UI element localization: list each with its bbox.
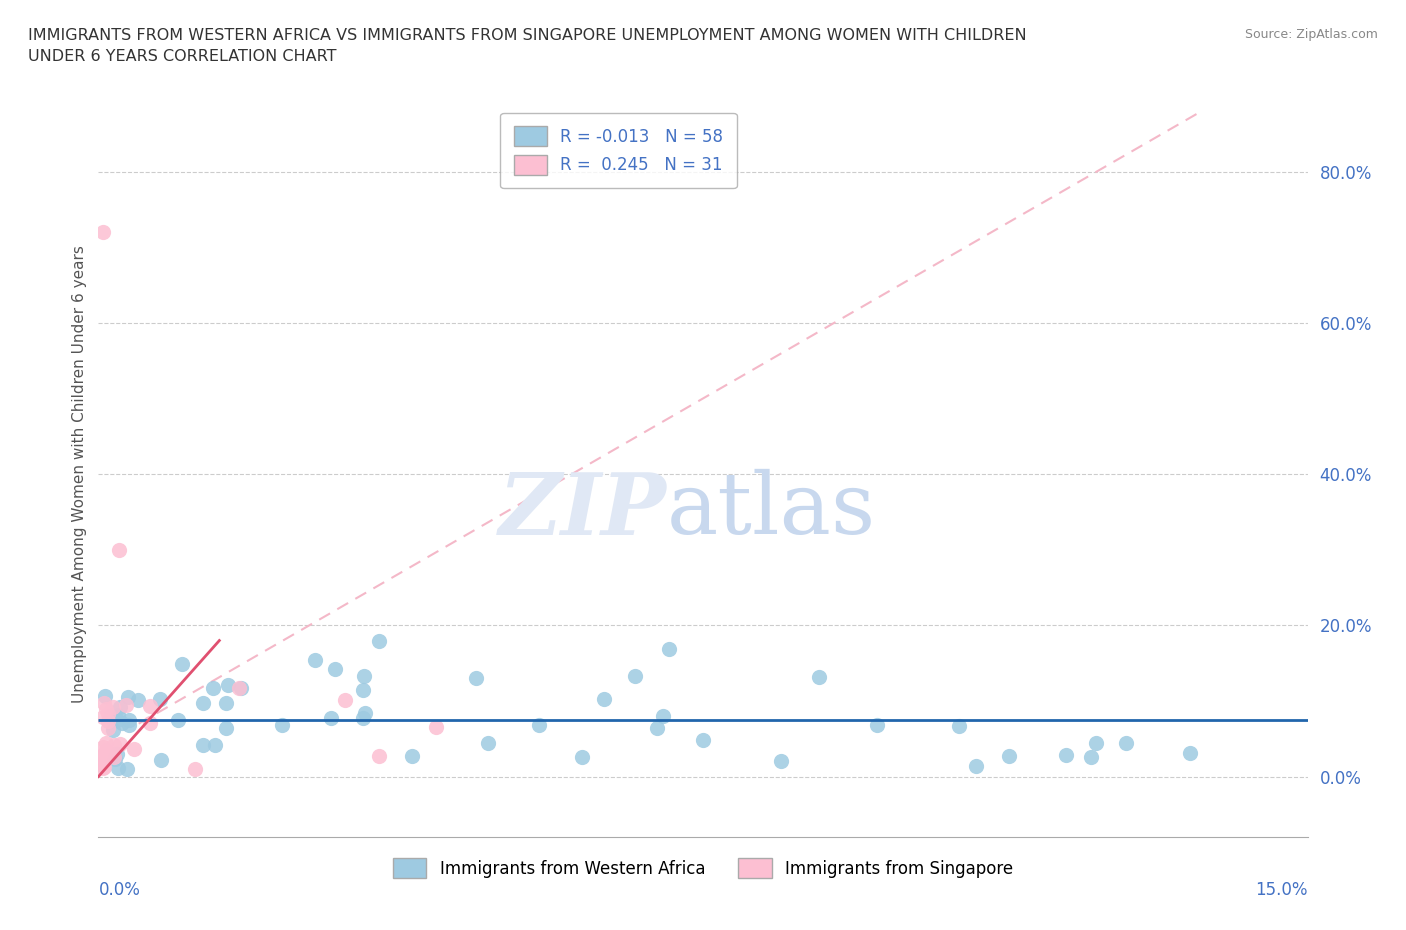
Point (107, 708, 129, 723)
Point (1084, 736, 1107, 751)
Point (108, 737, 131, 751)
Point (103, 750, 125, 764)
Point (191, 695, 214, 710)
Point (91, 740, 114, 755)
Point (93, 696, 115, 711)
Point (91, 710, 114, 724)
Point (101, 723, 124, 737)
Point (1054, 748, 1077, 763)
Point (624, 669, 647, 684)
Text: ZIP: ZIP (499, 469, 666, 552)
Point (271, 717, 294, 732)
Point (101, 699, 124, 714)
Point (111, 716, 134, 731)
Point (367, 749, 389, 764)
Point (100, 709, 122, 724)
Point (323, 662, 346, 677)
Point (149, 752, 172, 767)
Point (658, 641, 681, 656)
Point (138, 698, 160, 713)
Point (172, 657, 194, 671)
Point (401, 749, 423, 764)
Legend: Immigrants from Western Africa, Immigrants from Singapore: Immigrants from Western Africa, Immigran… (384, 850, 1022, 886)
Point (769, 753, 792, 768)
Point (149, 691, 172, 706)
Point (191, 737, 214, 752)
Point (352, 683, 374, 698)
Point (90, 749, 112, 764)
Point (93, 689, 115, 704)
Point (808, 669, 831, 684)
Point (201, 681, 224, 696)
Point (965, 759, 987, 774)
Point (104, 751, 127, 766)
Point (866, 717, 889, 732)
Point (90, 756, 112, 771)
Point (91, 225, 114, 240)
Point (94, 742, 117, 757)
Point (117, 712, 139, 727)
Point (215, 720, 238, 735)
Point (592, 692, 614, 707)
Point (91, 750, 114, 764)
Point (1115, 736, 1137, 751)
Point (652, 709, 675, 724)
Point (319, 711, 342, 725)
Text: IMMIGRANTS FROM WESTERN AFRICA VS IMMIGRANTS FROM SINGAPORE UNEMPLOYMENT AMONG W: IMMIGRANTS FROM WESTERN AFRICA VS IMMIGR… (28, 28, 1026, 64)
Point (118, 717, 141, 732)
Point (97, 746, 120, 761)
Point (93, 759, 115, 774)
Point (353, 669, 375, 684)
Point (97, 707, 120, 722)
Text: atlas: atlas (666, 469, 876, 552)
Point (215, 696, 238, 711)
Point (139, 715, 162, 730)
Point (184, 762, 207, 777)
Text: 0.0%: 0.0% (98, 881, 141, 898)
Point (103, 737, 125, 752)
Point (352, 711, 374, 725)
Point (368, 633, 391, 648)
Point (477, 736, 499, 751)
Point (948, 719, 970, 734)
Point (217, 677, 239, 692)
Point (571, 750, 593, 764)
Point (304, 652, 326, 667)
Point (228, 680, 250, 695)
Point (94, 736, 117, 751)
Point (105, 712, 128, 727)
Point (166, 713, 188, 728)
Point (96, 701, 118, 716)
Y-axis label: Unemployment Among Women with Children Under 6 years: Unemployment Among Women with Children U… (72, 246, 87, 703)
Point (93, 761, 115, 776)
Point (645, 721, 668, 736)
Point (117, 690, 139, 705)
Point (117, 762, 139, 777)
Text: Source: ZipAtlas.com: Source: ZipAtlas.com (1244, 28, 1378, 41)
Point (353, 706, 375, 721)
Point (333, 693, 356, 708)
Point (105, 747, 128, 762)
Text: 15.0%: 15.0% (1256, 881, 1308, 898)
Point (692, 733, 714, 748)
Point (464, 671, 486, 685)
Point (107, 542, 129, 557)
Point (96, 714, 118, 729)
Point (527, 717, 550, 732)
Point (1180, 746, 1202, 761)
Point (1080, 750, 1102, 764)
Point (107, 761, 129, 776)
Point (114, 698, 136, 712)
Point (231, 681, 253, 696)
Point (122, 741, 145, 756)
Point (204, 737, 226, 752)
Point (97, 721, 120, 736)
Point (108, 700, 131, 715)
Point (998, 749, 1021, 764)
Point (425, 720, 447, 735)
Point (96, 746, 118, 761)
Point (127, 693, 149, 708)
